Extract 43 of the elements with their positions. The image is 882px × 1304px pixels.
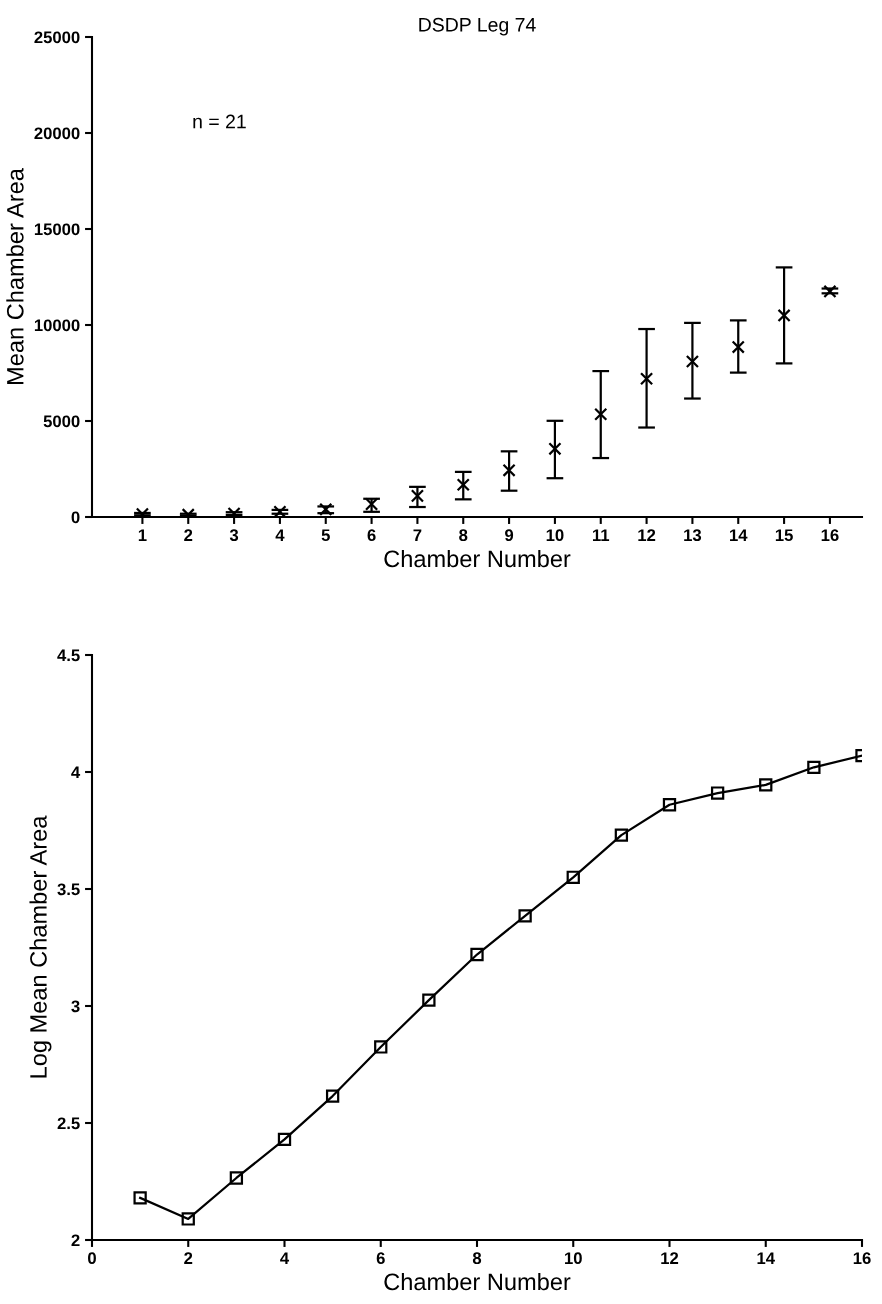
y-tick-label: 4	[71, 766, 81, 779]
x-tick-label: 6	[376, 1252, 385, 1265]
x-tick-label: 1	[138, 529, 147, 541]
x-tick-label: 14	[757, 1252, 775, 1264]
x-tick-label: 13	[684, 529, 702, 542]
x-tick-label: 16	[821, 529, 839, 542]
x-tick-label: 4	[280, 1252, 290, 1264]
x-tick-label: 9	[505, 529, 514, 542]
y-tick-label: 10000	[34, 319, 80, 332]
y-tick-label: 3	[71, 1000, 80, 1013]
y-tick-label: 0	[71, 511, 80, 524]
x-tick-label: 15	[775, 529, 793, 542]
y-tick-label: 2.5	[57, 1117, 80, 1130]
y-tick-label: 3.5	[57, 883, 80, 896]
x-tick-label: 2	[184, 529, 193, 541]
x-tick-label: 11	[592, 529, 610, 541]
annotation: n = 21	[193, 114, 246, 129]
y-axis-title: Mean Chamber Area	[6, 168, 24, 384]
y-tick-label: 20000	[34, 127, 80, 140]
x-tick-label: 8	[459, 529, 468, 542]
y-tick-label: 5000	[43, 415, 80, 428]
x-axis-title: Chamber Number	[384, 549, 571, 568]
y-tick-label: 2	[71, 1234, 80, 1247]
x-tick-label: 3	[229, 529, 239, 542]
x-tick-label: 8	[472, 1252, 482, 1265]
x-tick-label: 6	[367, 529, 376, 542]
x-tick-label: 10	[546, 529, 564, 542]
chart-title: DSDP Leg 74	[419, 17, 536, 36]
x-axis-title: Chamber Number	[384, 1272, 571, 1291]
y-tick-label: 15000	[34, 223, 80, 236]
x-tick-label: 16	[853, 1252, 871, 1265]
y-tick-label: 25000	[34, 31, 80, 44]
x-tick-label: 7	[413, 529, 422, 541]
y-tick-label: 4.5	[57, 649, 80, 662]
x-tick-label: 2	[184, 1252, 193, 1264]
y-axis-title: Log Mean Chamber Area	[29, 815, 52, 1078]
x-tick-label: 14	[730, 529, 748, 541]
x-tick-label: 5	[321, 529, 330, 542]
x-tick-label: 10	[565, 1252, 582, 1265]
x-tick-label: 12	[661, 1252, 679, 1264]
x-tick-label: 4	[275, 529, 285, 541]
x-tick-label: 0	[88, 1252, 96, 1265]
x-tick-label: 12	[638, 529, 656, 541]
